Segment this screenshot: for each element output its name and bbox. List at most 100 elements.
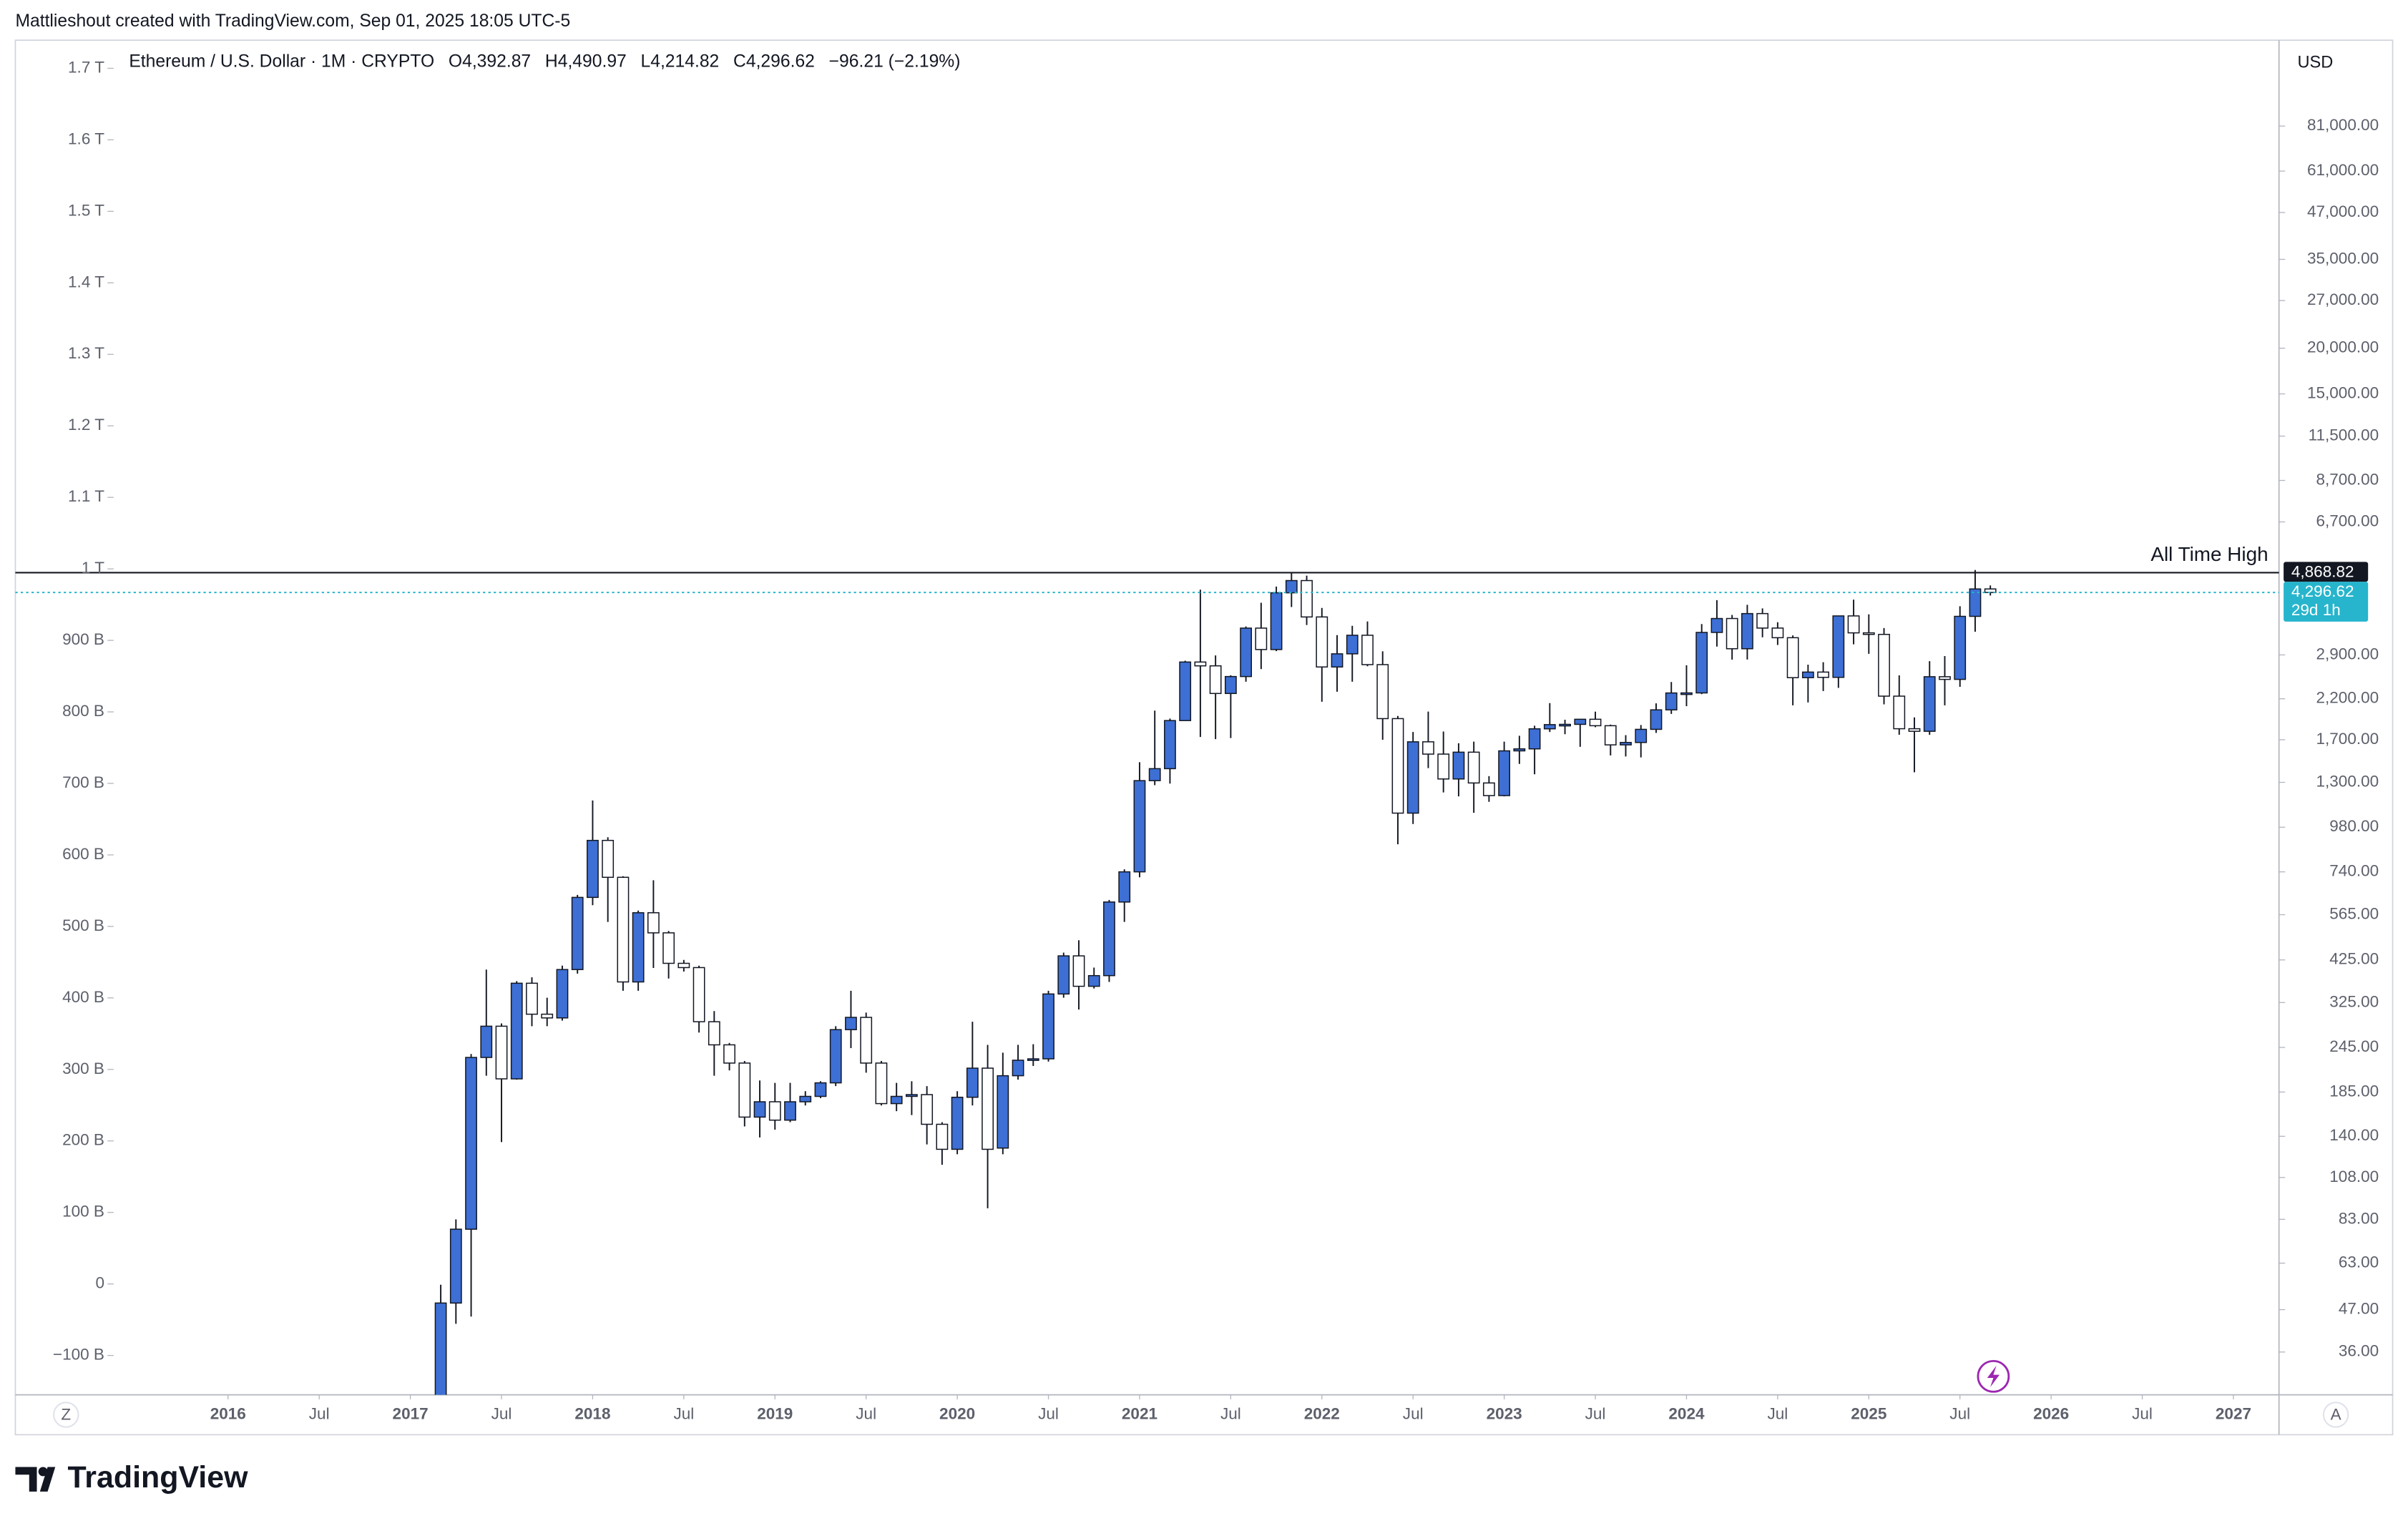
- y2-tick-label: 1.3 T: [68, 344, 104, 362]
- y-tick-label: 185.00: [2329, 1082, 2379, 1100]
- ohlc-label: L: [641, 52, 651, 71]
- candle-body: [1969, 588, 1982, 617]
- candle-body: [662, 932, 675, 964]
- y2-tick-label: −100 B: [53, 1346, 104, 1364]
- x-tick-label: 2025: [1851, 1404, 1886, 1422]
- x-tick-label: Jul: [1403, 1404, 1424, 1422]
- logo-icon: [38, 1467, 48, 1477]
- x-tick-label: Jul: [491, 1404, 512, 1422]
- candle-body: [1391, 718, 1404, 814]
- candle-body: [1452, 751, 1465, 780]
- candle-body: [1893, 695, 1906, 730]
- candle-body: [829, 1029, 842, 1084]
- x-tick-label: Jul: [2132, 1404, 2153, 1422]
- candle-body: [1801, 671, 1814, 678]
- y-tick-label: 140.00: [2329, 1126, 2379, 1144]
- y2-tick-label: 1.2 T: [68, 416, 104, 434]
- candle-body: [951, 1096, 964, 1150]
- y-tick-label: 81,000.00: [2307, 116, 2379, 134]
- y-tick-label: 61,000.00: [2307, 161, 2379, 179]
- candle-body: [738, 1062, 751, 1118]
- candle-body: [1635, 728, 1648, 743]
- candle-body: [677, 962, 690, 969]
- candle-body: [982, 1067, 994, 1150]
- y2-tick-label: 600 B: [62, 845, 104, 863]
- candle-body: [1908, 728, 1921, 732]
- ohlc-value: 4,490.97: [558, 52, 627, 71]
- ath-annotation: All Time High: [2150, 543, 2268, 565]
- change: −96.21 (−2.19%): [829, 52, 961, 71]
- y2-tick-label: 1.5 T: [68, 201, 104, 219]
- last-price-label: 4,296.62: [2291, 582, 2354, 600]
- y-tick-label: 108.00: [2329, 1168, 2379, 1185]
- candle-body: [966, 1067, 979, 1098]
- candle-body: [617, 876, 630, 983]
- candle-body: [784, 1101, 796, 1121]
- candle-body: [587, 839, 599, 899]
- scale-button[interactable]: [2322, 1402, 2349, 1428]
- y-tick-label: 47,000.00: [2307, 202, 2379, 220]
- scale-button[interactable]: [53, 1402, 79, 1428]
- candle-body: [1467, 751, 1480, 784]
- x-tick-label: 2027: [2216, 1404, 2251, 1422]
- y-tick-label: 245.00: [2329, 1037, 2379, 1055]
- candle-body: [1528, 728, 1541, 750]
- scale-button-label[interactable]: A: [2331, 1406, 2341, 1424]
- candle-body: [1786, 637, 1799, 678]
- candle-body: [692, 967, 705, 1022]
- y2-tick-label: 400 B: [62, 988, 104, 1006]
- y2-tick-label: 500 B: [62, 916, 104, 934]
- candle-body: [1695, 632, 1708, 694]
- candle-body: [875, 1062, 888, 1105]
- candle-body: [556, 969, 569, 1019]
- candle-body: [860, 1017, 873, 1064]
- candle-body: [1665, 692, 1678, 710]
- candle-body: [1012, 1060, 1024, 1077]
- candle-body: [602, 839, 615, 879]
- y-tick-label: 1,700.00: [2316, 730, 2379, 748]
- scale-button-label[interactable]: Z: [61, 1406, 71, 1424]
- currency[interactable]: USD: [2297, 54, 2333, 72]
- candle-body: [1103, 901, 1115, 977]
- candle-body: [434, 1302, 447, 1395]
- y2-tick-label: 1.1 T: [68, 487, 104, 505]
- candle-body: [647, 912, 660, 934]
- candle-body: [1832, 615, 1845, 678]
- candle-body: [1923, 676, 1936, 732]
- ath-price-box: [2284, 562, 2369, 582]
- candle-body: [890, 1095, 903, 1105]
- y-tick-label: 20,000.00: [2307, 338, 2379, 356]
- candle-body: [1878, 633, 1890, 697]
- candle-body: [1710, 617, 1723, 633]
- candle-body: [1939, 676, 1951, 680]
- candle-body: [1346, 635, 1359, 655]
- candle-body: [1270, 592, 1283, 650]
- x-tick-label: 2022: [1304, 1404, 1340, 1422]
- candle-body: [1361, 635, 1374, 665]
- candle-body: [1422, 741, 1434, 755]
- candle-body: [1604, 725, 1617, 745]
- y-tick-label: 47.00: [2339, 1300, 2379, 1318]
- candle-body: [1862, 632, 1875, 635]
- ohlc-value: 4,214.82: [650, 52, 719, 71]
- y-tick-label: 63.00: [2339, 1253, 2379, 1271]
- candle-body: [1771, 627, 1784, 639]
- x-tick-label: Jul: [1767, 1404, 1788, 1422]
- candle-body: [1513, 748, 1526, 752]
- logo-icon: [15, 1467, 56, 1492]
- candle-body: [921, 1094, 934, 1125]
- logo: TradingView: [67, 1460, 248, 1495]
- candle-body: [1194, 661, 1207, 667]
- y-tick-label: 2,200.00: [2316, 689, 2379, 707]
- candle-body: [799, 1095, 812, 1102]
- currency-box[interactable]: [2284, 43, 2389, 84]
- candle-body: [1057, 955, 1070, 995]
- candle-body: [632, 912, 645, 983]
- ohlc-value: 4,296.62: [746, 52, 815, 71]
- y-tick-label: 1,300.00: [2316, 772, 2379, 790]
- x-tick-label: Jul: [309, 1404, 330, 1422]
- x-tick-label: 2017: [393, 1404, 429, 1422]
- candle-body: [1133, 780, 1146, 873]
- candle-body: [1756, 612, 1769, 629]
